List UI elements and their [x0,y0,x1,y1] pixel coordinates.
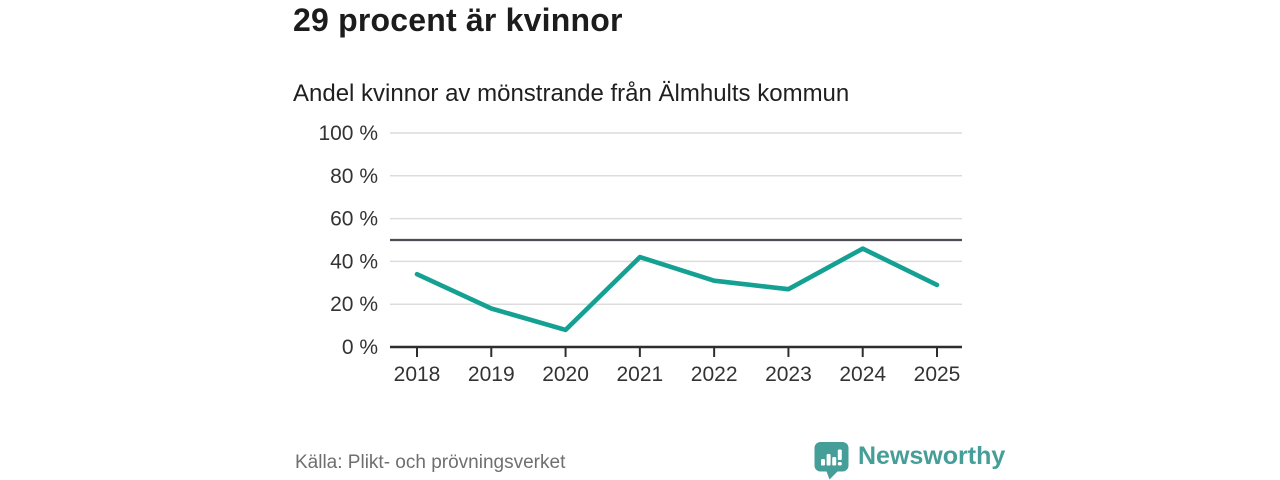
x-tick-label: 2018 [394,363,441,386]
newsworthy-speech-bubble-bars-icon [814,442,849,480]
data-line-andel-kvinnor [414,246,940,333]
newsworthy-logo[interactable]: Newsworthy [813,441,1005,480]
y-tick-label: 40 % [330,250,378,273]
x-tick-label: 2025 [914,363,961,386]
x-tick-label: 2023 [765,363,812,386]
x-tick-label: 2019 [468,363,515,386]
newsworthy-brand-name: Newsworthy [858,442,1006,470]
x-tick-label: 2020 [542,363,589,386]
y-tick-label: 60 % [330,208,378,231]
x-tick-label: 2024 [839,363,886,386]
chart-subtitle: Andel kvinnor av mönstrande från Älmhult… [293,80,850,107]
chart-title: 29 procent är kvinnor [293,2,623,38]
line-chart: 0 % 20 % 40 % 60 % 80 % 100 % 2018 2019 2020 2021… [318,122,962,386]
x-tick-label: 2022 [691,363,738,386]
y-tick-label: 20 % [330,293,378,316]
source-note: Källa: Plikt- och prövningsverket [295,452,566,473]
y-tick-label: 100 % [318,122,378,145]
x-tick-label: 2021 [616,363,663,386]
y-tick-label: 0 % [342,336,378,359]
y-tick-label: 80 % [330,165,378,188]
